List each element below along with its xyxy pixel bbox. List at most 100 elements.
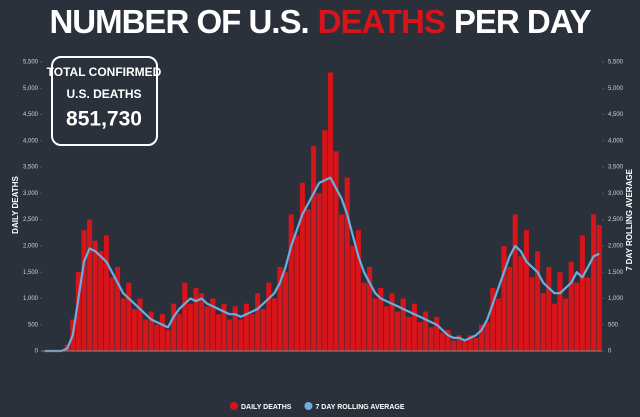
- bar: [350, 245, 356, 351]
- bar: [305, 209, 311, 351]
- bar: [187, 303, 193, 351]
- bar: [456, 335, 462, 351]
- bar: [523, 230, 529, 351]
- legend-label: 7 DAY ROLLING AVERAGE: [315, 404, 404, 411]
- bar: [563, 298, 569, 351]
- bar: [299, 182, 305, 351]
- y2-tick-label: 3,500: [608, 165, 624, 171]
- y2-tick-label: 3,000: [608, 191, 624, 197]
- plot-area: 0 500 1,000 1,500 2,000 2,500 3,000 3,500 4,000 4…: [23, 60, 624, 355]
- bar: [249, 314, 255, 351]
- bar: [182, 282, 188, 351]
- bar: [311, 146, 317, 351]
- bar: [411, 303, 417, 351]
- y-tick-label: 2,500: [23, 217, 39, 223]
- bar: [439, 332, 445, 351]
- y-tick-label: 500: [28, 322, 39, 328]
- bar: [159, 314, 165, 351]
- y-tick-label: 5,500: [23, 60, 39, 66]
- bar: [316, 193, 322, 351]
- y2-tick-label: 5,000: [608, 86, 624, 92]
- bar: [294, 235, 300, 351]
- bar: [148, 311, 154, 351]
- bar: [204, 306, 210, 351]
- bar: [445, 329, 451, 351]
- y2-tick-label: 2,500: [608, 217, 624, 223]
- bar: [518, 256, 524, 351]
- bar: [372, 298, 378, 351]
- chart-title: NUMBER OF U.S. DEATHS PER DAY: [49, 3, 591, 40]
- y2-tick-label: 1,500: [608, 270, 624, 276]
- bar: [579, 235, 585, 351]
- y2-tick-label: 1,000: [608, 296, 624, 302]
- bar: [227, 319, 233, 351]
- bar: [333, 151, 339, 351]
- line: [44, 176, 600, 353]
- bar: [221, 303, 227, 351]
- y2-tick-label: 0: [608, 349, 612, 355]
- bar: [462, 341, 468, 351]
- bar: [87, 219, 93, 351]
- y2-tick-label: 500: [608, 322, 619, 328]
- bar: [339, 214, 345, 351]
- bar: [389, 293, 395, 351]
- bar: [400, 298, 406, 351]
- title-part: NUMBER OF U.S.: [49, 3, 308, 40]
- bar: [591, 214, 597, 351]
- bar: [529, 277, 535, 351]
- bar: [103, 235, 109, 351]
- bar: [154, 324, 160, 351]
- bar: [383, 306, 389, 351]
- y-tick-label: 5,000: [23, 86, 39, 92]
- callout-box: [51, 56, 158, 146]
- y-tick-label: 0: [35, 349, 39, 355]
- bar: [546, 266, 552, 351]
- bar: [171, 303, 177, 351]
- bar: [361, 282, 367, 351]
- y-tick-label: 3,500: [23, 165, 39, 171]
- bar: [81, 230, 87, 351]
- bar: [277, 266, 283, 351]
- bar: [255, 293, 261, 351]
- bar: [378, 287, 384, 351]
- bar: [568, 261, 574, 351]
- bar: [327, 72, 333, 351]
- bar: [131, 308, 137, 351]
- bar: [434, 316, 440, 351]
- bar: [557, 272, 563, 351]
- bar: [535, 251, 541, 351]
- bar: [451, 340, 457, 351]
- y2-axis-label: 7 DAY ROLLING AVERAGE: [625, 168, 634, 270]
- y-tick-label: 4,500: [23, 112, 39, 118]
- bar: [395, 311, 401, 351]
- bar: [120, 298, 126, 351]
- bar: [574, 282, 580, 351]
- y2-tick-label: 2,000: [608, 243, 624, 249]
- bar: [126, 282, 132, 351]
- bar: [367, 266, 373, 351]
- y2-tick-label: 4,500: [608, 112, 624, 118]
- bar: [585, 277, 591, 351]
- y2-tick-label: 5,500: [608, 60, 624, 66]
- bar: [467, 335, 473, 351]
- y-axis-label: DAILY DEATHS: [11, 176, 20, 234]
- bar: [210, 298, 216, 351]
- bar: [232, 306, 238, 351]
- bar: [199, 293, 205, 351]
- y-tick-label: 3,000: [23, 191, 39, 197]
- callout-line: TOTAL CONFIRMED: [47, 65, 162, 79]
- bar: [215, 314, 221, 351]
- y-tick-label: 2,000: [23, 243, 39, 249]
- bar: [137, 298, 143, 351]
- bar: [495, 298, 501, 351]
- bar: [109, 277, 115, 351]
- bar: [423, 311, 429, 351]
- bar: [596, 224, 602, 351]
- bar: [271, 298, 277, 351]
- bar: [417, 322, 423, 351]
- legend-marker: [304, 402, 313, 410]
- y-tick-label: 4,000: [23, 138, 39, 144]
- bar: [428, 327, 434, 351]
- bar: [479, 324, 485, 351]
- bar: [501, 245, 507, 351]
